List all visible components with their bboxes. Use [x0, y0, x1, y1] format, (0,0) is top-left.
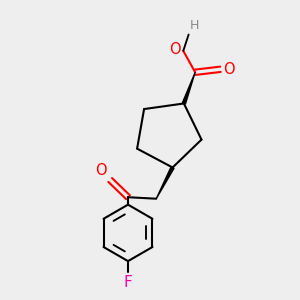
Polygon shape [156, 167, 174, 199]
Text: O: O [96, 163, 107, 178]
Polygon shape [182, 72, 195, 104]
Text: O: O [224, 62, 235, 77]
Text: F: F [124, 275, 132, 290]
Text: O: O [169, 42, 180, 57]
Text: H: H [190, 19, 200, 32]
